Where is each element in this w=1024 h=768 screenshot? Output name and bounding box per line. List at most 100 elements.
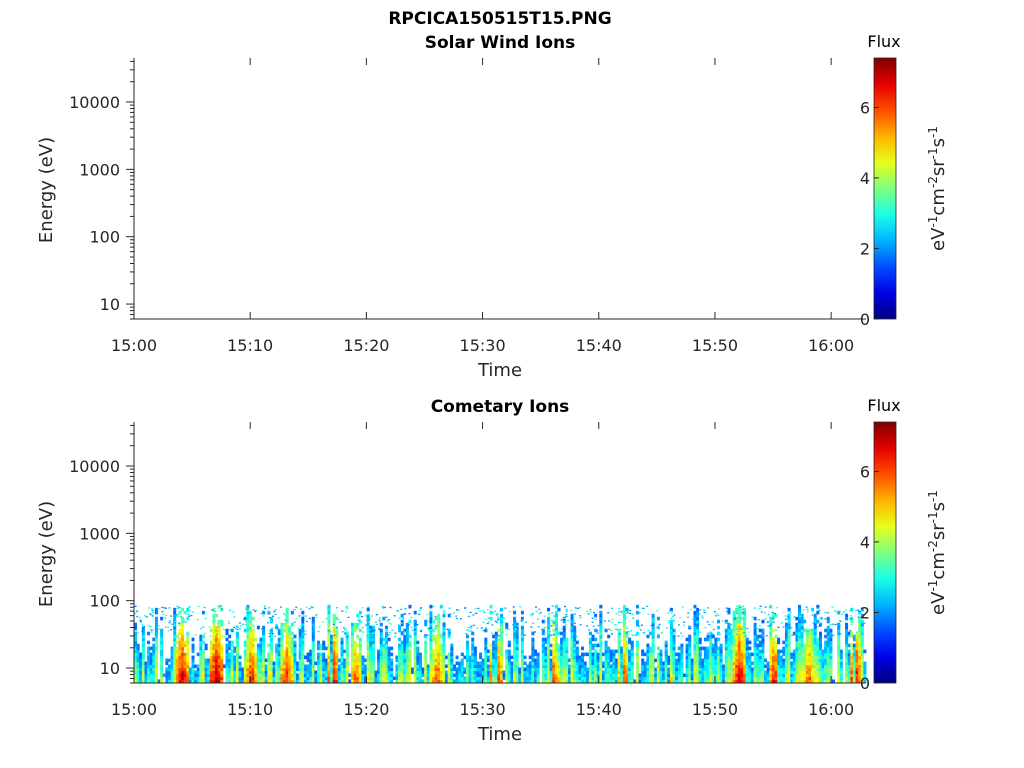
heatmap-cell (852, 676, 856, 681)
heatmap-cell (204, 667, 208, 672)
heatmap-cell (641, 661, 645, 666)
heatmap-cell (400, 664, 404, 669)
heatmap-cell (492, 676, 496, 681)
heatmap-speckle (544, 626, 546, 629)
heatmap-cell (149, 667, 153, 672)
heatmap-cell (541, 619, 545, 624)
heatmap-cell (167, 676, 171, 681)
heatmap-cell (533, 679, 537, 683)
heatmap-cell (669, 646, 673, 651)
heatmap-cell (743, 643, 747, 648)
heatmap-cell (416, 646, 420, 651)
heatmap-cell (649, 664, 653, 669)
heatmap-cell (288, 679, 292, 683)
heatmap-cell (562, 646, 566, 651)
heatmap-cell (335, 676, 339, 681)
heatmap-cell (141, 679, 145, 683)
heatmap-cell (437, 670, 441, 675)
heatmap-cell (858, 676, 862, 681)
heatmap-cell (403, 643, 407, 648)
heatmap-cell (217, 670, 221, 675)
heatmap-cell (479, 661, 483, 666)
heatmap-cell (298, 652, 302, 657)
heatmap-cell (711, 664, 715, 669)
heatmap-cell (434, 676, 438, 681)
heatmap-cell (758, 670, 762, 675)
heatmap-cell (371, 637, 375, 642)
heatmap-cell (737, 637, 741, 642)
heatmap-cell (439, 649, 443, 654)
heatmap-cell (808, 631, 812, 636)
heatmap-cell (625, 679, 629, 683)
heatmap-cell (377, 649, 381, 654)
heatmap-cell (727, 664, 731, 669)
heatmap-cell (656, 655, 660, 660)
heatmap-cell (771, 643, 775, 648)
heatmap-cell (152, 673, 156, 678)
heatmap-speckle (148, 607, 151, 609)
heatmap-speckle (235, 625, 238, 627)
heatmap-cell (288, 625, 292, 630)
heatmap-speckle (364, 624, 367, 626)
heatmap-cell (847, 631, 851, 636)
heatmap-cell (596, 664, 600, 669)
heatmap-cell (743, 616, 747, 621)
heatmap-cell (565, 661, 569, 666)
heatmap-speckle (347, 616, 350, 618)
heatmap-cell (332, 634, 336, 639)
heatmap-cell (473, 655, 477, 660)
heatmap-cell (505, 652, 509, 657)
heatmap-cell (272, 676, 276, 681)
heatmap-cell (384, 643, 388, 648)
heatmap-cell (505, 655, 509, 660)
heatmap-cell (173, 652, 177, 657)
heatmap-cell (696, 661, 700, 666)
heatmap-cell (330, 667, 334, 672)
heatmap-cell (863, 664, 867, 669)
heatmap-cell (745, 676, 749, 681)
heatmap-cell (379, 622, 383, 627)
heatmap-cell (382, 667, 386, 672)
heatmap-speckle (280, 606, 282, 608)
heatmap-cell (505, 679, 509, 683)
heatmap-cell (424, 649, 428, 654)
heatmap-cell (335, 616, 339, 621)
heatmap-cell (382, 646, 386, 651)
heatmap-cell (217, 625, 221, 630)
heatmap-cell (774, 679, 778, 683)
heatmap-cell (818, 670, 822, 675)
heatmap-cell (152, 661, 156, 666)
heatmap-cell (790, 661, 794, 666)
heatmap-cell (447, 613, 451, 618)
heatmap-cell (275, 655, 279, 660)
heatmap-cell (588, 661, 592, 666)
heatmap-cell (628, 652, 632, 657)
heatmap-cell (641, 673, 645, 678)
heatmap-speckle (313, 627, 316, 629)
heatmap-cell (536, 661, 540, 666)
heatmap-cell (285, 646, 289, 651)
heatmap-cell (651, 658, 655, 663)
heatmap-cell (413, 622, 417, 627)
heatmap-speckle (391, 629, 394, 631)
heatmap-speckle (294, 634, 297, 636)
heatmap-cell (175, 667, 179, 672)
heatmap-speckle (725, 610, 728, 613)
heatmap-cell (327, 634, 331, 639)
heatmap-cell (826, 646, 830, 651)
heatmap-cell (437, 616, 441, 621)
heatmap-cell (547, 661, 551, 666)
heatmap-cell (544, 655, 548, 660)
heatmap-speckle (742, 612, 745, 614)
heatmap-cell (254, 673, 258, 678)
heatmap-cell (418, 667, 422, 672)
heatmap-cell (471, 664, 475, 669)
heatmap-cell (332, 649, 336, 654)
heatmap-cell (672, 679, 676, 683)
heatmap-cell (727, 655, 731, 660)
heatmap-cell (212, 676, 216, 681)
heatmap-cell (199, 640, 203, 645)
heatmap-cell (285, 640, 289, 645)
heatmap-cell (343, 676, 347, 681)
heatmap-cell (471, 658, 475, 663)
